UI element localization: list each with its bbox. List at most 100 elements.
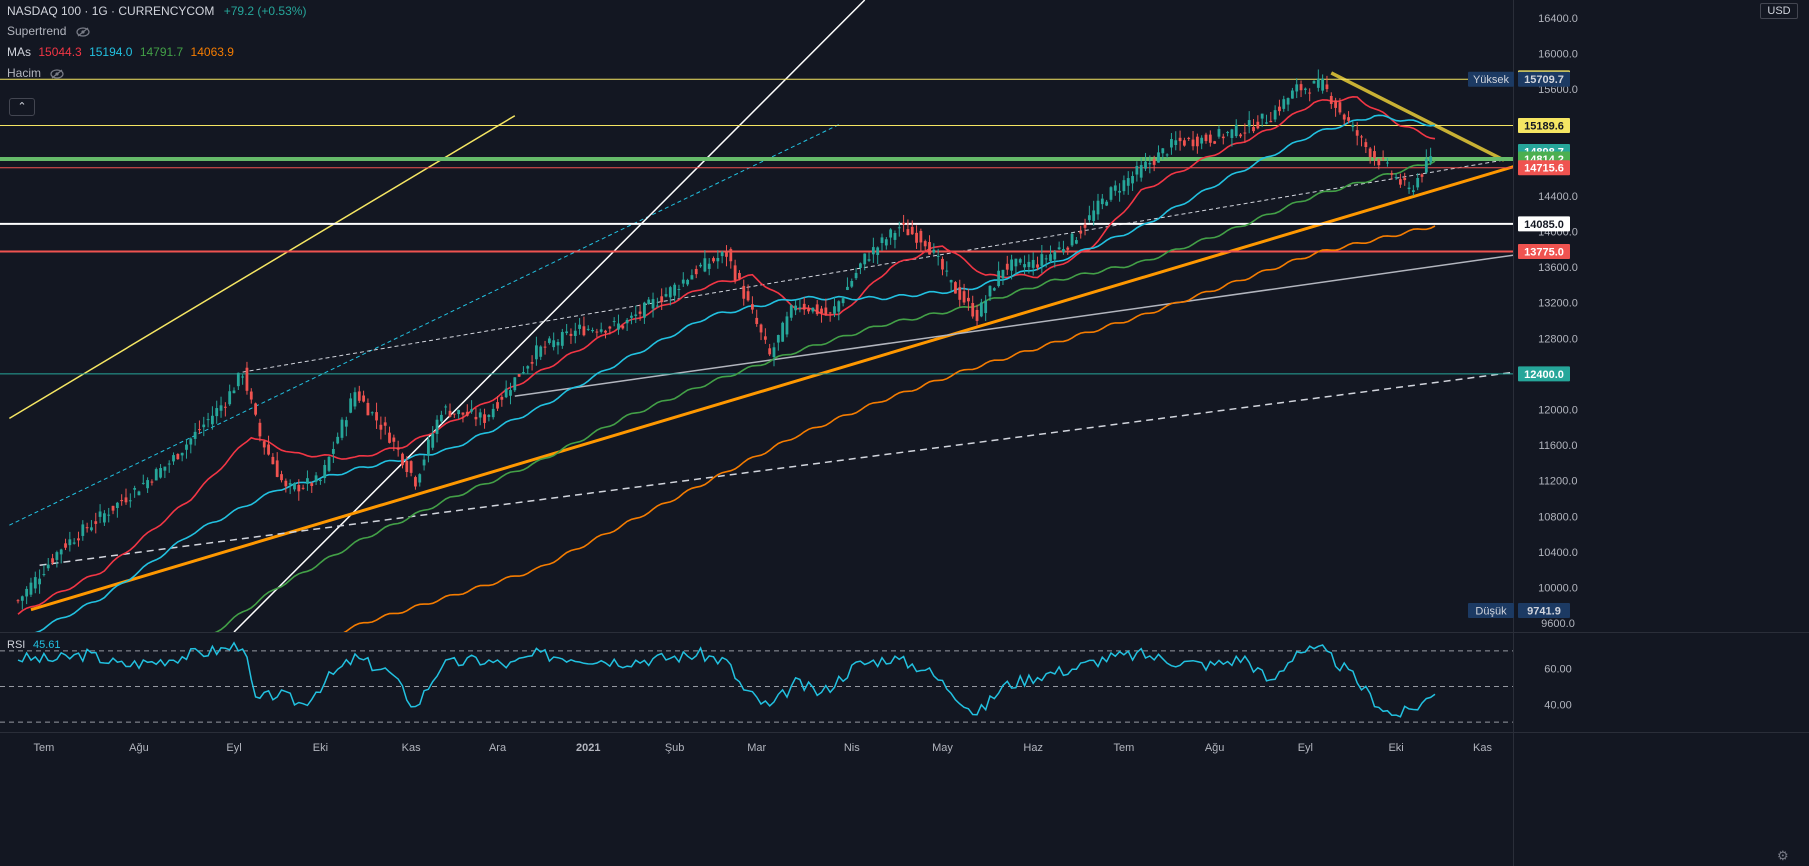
- candle: [496, 396, 499, 411]
- candle: [660, 288, 664, 310]
- price-badge: 9741.9 Düşük: [1468, 602, 1570, 618]
- candle-body: [923, 241, 927, 247]
- candle-body: [115, 502, 119, 509]
- candle-body: [535, 345, 538, 360]
- candle: [1135, 161, 1139, 182]
- candle: [1109, 186, 1113, 202]
- candle-body: [366, 402, 370, 416]
- candle-body: [275, 460, 279, 477]
- currency-selector[interactable]: USD: [1760, 3, 1798, 19]
- time-axis[interactable]: Tem Ağu Eyl Eki Kas Ara 2021 Şub Mar Nis May Haz Tem…: [34, 742, 1493, 754]
- candle: [176, 453, 180, 460]
- candle: [504, 380, 508, 399]
- candle-body: [1001, 269, 1005, 279]
- candle-body: [310, 483, 314, 487]
- supertrend-legend[interactable]: Supertrend: [7, 24, 90, 38]
- candle: [211, 406, 214, 430]
- candle: [42, 564, 46, 577]
- time-tick-label: Şub: [665, 742, 685, 754]
- candle: [630, 312, 633, 325]
- candle: [573, 322, 577, 344]
- hidden-eye-icon[interactable]: [50, 69, 64, 79]
- candle: [388, 426, 391, 444]
- candle: [798, 299, 802, 313]
- rsi-pane: RSI 45.61 60.00 40.00: [0, 639, 1572, 723]
- candle-body: [811, 307, 815, 312]
- candle-body: [1191, 139, 1195, 147]
- candle: [815, 300, 819, 316]
- candle: [1204, 132, 1208, 144]
- candle: [517, 373, 521, 377]
- candle-body: [1303, 88, 1307, 90]
- candle: [1100, 193, 1104, 210]
- candle: [725, 245, 728, 267]
- candle: [163, 466, 167, 479]
- candle-body: [716, 258, 720, 262]
- candle-body: [1122, 180, 1126, 192]
- candle-body: [1342, 114, 1346, 120]
- candle-body: [176, 454, 180, 460]
- price-badge-bg: [1518, 160, 1570, 176]
- candle: [1403, 172, 1407, 186]
- candle: [1355, 122, 1359, 146]
- symbol-title[interactable]: NASDAQ 100 · 1G · CURRENCYCOM: [7, 4, 215, 18]
- candle-body: [526, 366, 530, 369]
- candle: [893, 230, 897, 249]
- mas-legend[interactable]: MAs 15044.3 15194.0 14791.7 14063.9: [7, 45, 234, 59]
- gear-icon[interactable]: ⚙: [1777, 848, 1789, 863]
- candle-body: [185, 444, 188, 450]
- candle-body: [1161, 148, 1165, 154]
- collapse-legend-button[interactable]: ⌃: [9, 98, 35, 116]
- candle: [811, 307, 815, 314]
- ma-value-4: 14063.9: [190, 45, 234, 59]
- candle: [694, 265, 698, 279]
- candle-body: [1213, 141, 1217, 144]
- candle-body: [141, 482, 145, 484]
- price-badge-bg: [1518, 366, 1570, 382]
- candle-body: [1040, 254, 1044, 266]
- volume-legend[interactable]: Hacim: [7, 66, 64, 80]
- candle-body: [189, 438, 193, 445]
- candle-body: [949, 279, 953, 283]
- candle: [81, 520, 85, 541]
- candle: [1334, 97, 1337, 117]
- candle-body: [630, 315, 633, 318]
- candle: [634, 305, 638, 324]
- candle: [1018, 257, 1022, 266]
- candle-body: [889, 229, 893, 238]
- candle-body: [1092, 210, 1096, 222]
- candle: [77, 531, 80, 547]
- hidden-eye-icon[interactable]: [76, 27, 90, 37]
- candle: [647, 296, 651, 305]
- candle-body: [1368, 148, 1372, 158]
- candle-body: [1083, 224, 1087, 228]
- candle-body: [98, 511, 102, 517]
- candle: [72, 538, 76, 545]
- price-tag-bg: [1468, 71, 1514, 87]
- candle-body: [746, 291, 750, 301]
- candle-body: [863, 253, 867, 265]
- rsi-tick-label: 40.00: [1544, 699, 1572, 711]
- price-badge: 15189.6: [1518, 118, 1570, 134]
- candle-body: [1411, 190, 1415, 193]
- candle-body: [954, 282, 957, 294]
- candle-body: [608, 326, 612, 329]
- candle-body: [638, 311, 642, 314]
- candle-body: [833, 306, 836, 314]
- candle-body: [1226, 132, 1229, 134]
- candle-body: [202, 424, 206, 428]
- candle: [1329, 92, 1333, 109]
- candle: [945, 261, 949, 277]
- candle: [1256, 115, 1260, 130]
- candle-body: [1321, 78, 1325, 91]
- candle: [910, 220, 914, 235]
- price-axis[interactable]: 16400.016000.015600.014400.014000.013600…: [1468, 13, 1578, 630]
- candle: [1005, 255, 1009, 276]
- candle-body: [591, 329, 594, 332]
- candle: [370, 411, 374, 416]
- candlesticks: [16, 69, 1433, 610]
- candle: [323, 459, 327, 484]
- candle-body: [327, 456, 331, 471]
- candle-body: [42, 574, 46, 576]
